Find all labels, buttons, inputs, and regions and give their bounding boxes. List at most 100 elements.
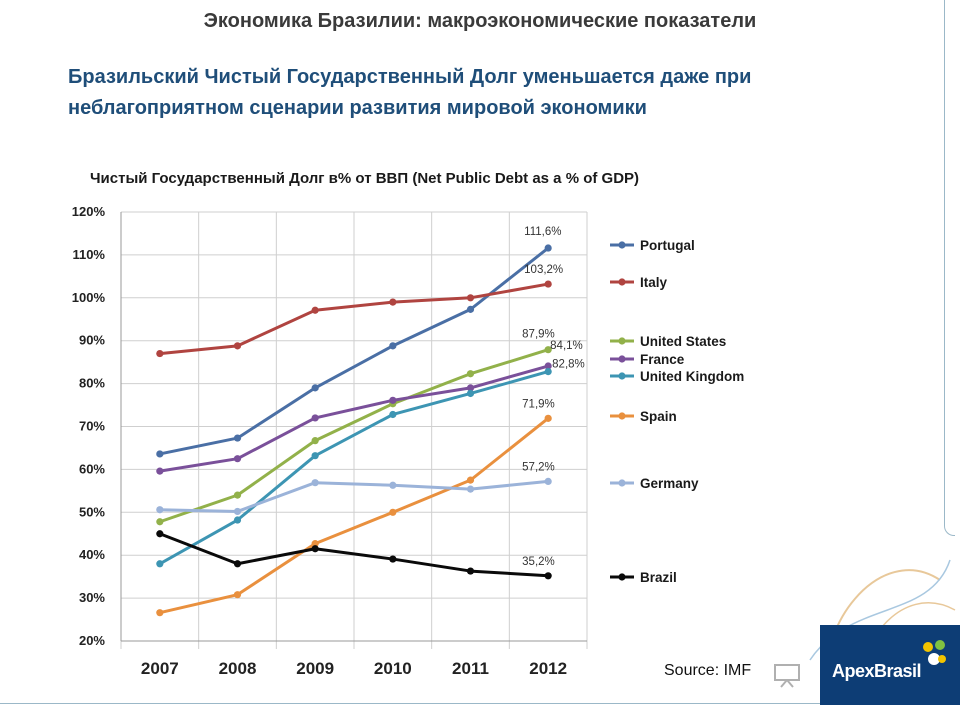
legend-marker	[618, 241, 626, 249]
data-point	[156, 609, 164, 617]
data-point	[311, 384, 319, 392]
axis-layer: 20% 30% 40% 50% 60% 70% 80% 90% 100% 110% 120% 2007…	[72, 204, 587, 678]
data-point	[466, 294, 475, 302]
y-tick-label: 50%	[79, 504, 105, 519]
data-label: 103,2%	[524, 264, 563, 276]
y-tick-label: 60%	[79, 461, 105, 476]
data-point	[389, 481, 397, 489]
data-point	[311, 540, 319, 548]
legend-marker	[618, 372, 626, 380]
chart-title: Чистый Государственный Долг в% от ВВП (N…	[90, 170, 640, 187]
data-label: 71,9%	[522, 398, 555, 410]
y-tick-label: 90%	[79, 333, 105, 348]
data-point	[156, 530, 164, 538]
series-line	[159, 532, 549, 578]
legend-label: Brazil	[640, 570, 677, 585]
data-point	[233, 342, 242, 350]
data-point	[544, 244, 552, 252]
data-point	[311, 414, 319, 422]
data-point	[156, 450, 164, 458]
x-tick-label: 2011	[452, 659, 489, 678]
x-tick-label: 2007	[141, 659, 179, 678]
data-point	[389, 508, 397, 516]
slide-frame-bottom	[0, 703, 820, 704]
legend-marker	[618, 337, 626, 345]
y-tick-label: 120%	[72, 204, 106, 219]
label-layer: 111,6% 103,2% 87,9%84,1% 82,8% 71,9% 57,2% 35,…	[522, 226, 585, 568]
slide-title: Экономика Бразилии: макроэкономические п…	[203, 10, 757, 32]
series-line	[159, 246, 550, 456]
data-point	[156, 518, 164, 526]
data-point	[389, 298, 397, 306]
data-label: 111,6%	[524, 226, 561, 238]
data-point	[156, 349, 164, 358]
data-point	[389, 342, 397, 350]
series-line	[159, 370, 549, 566]
data-point	[156, 560, 164, 568]
data-label: 57,2%	[522, 461, 555, 473]
data-point	[466, 305, 475, 313]
legend-label: United States	[640, 334, 726, 349]
series-line	[159, 479, 549, 513]
series-layer	[156, 244, 552, 617]
y-tick-label: 40%	[79, 547, 105, 562]
data-label: 82,8%	[552, 359, 585, 371]
data-point	[233, 434, 242, 442]
data-point	[233, 516, 242, 524]
legend-label: Germany	[640, 476, 699, 491]
slide-subtitle: Бразильский Чистый Государственный Долг …	[68, 62, 868, 124]
x-tick-label: 2010	[374, 659, 412, 678]
x-tick-label: 2012	[529, 659, 567, 678]
legend-marker	[618, 278, 626, 286]
series-line	[159, 348, 549, 524]
series-line	[159, 417, 550, 615]
legend-label: United Kingdom	[640, 369, 744, 384]
data-point	[466, 567, 475, 575]
data-point	[311, 479, 319, 487]
data-point	[544, 362, 552, 370]
data-point	[233, 591, 242, 599]
legend-marker	[618, 412, 626, 420]
legend-label: Portugal	[640, 238, 695, 253]
data-point	[466, 389, 475, 398]
data-point	[311, 452, 319, 460]
legend-label: France	[640, 352, 685, 367]
data-point	[544, 280, 552, 288]
data-point	[466, 476, 475, 484]
data-point	[156, 506, 164, 514]
data-point	[233, 491, 242, 499]
logo-text: ApexBrasil	[832, 661, 922, 681]
legend-layer: Portugal Italy United States France United K…	[610, 238, 744, 585]
data-point	[156, 467, 164, 475]
y-tick-label: 20%	[79, 633, 105, 648]
data-point	[544, 414, 552, 422]
presentation-icon	[774, 664, 800, 688]
data-point	[544, 346, 552, 354]
data-label: 84,1%	[550, 340, 583, 352]
y-tick-label: 110%	[72, 247, 105, 262]
legend-marker	[618, 479, 626, 487]
data-point	[311, 306, 319, 314]
x-tick-label: 2008	[219, 659, 257, 678]
y-tick-label: 100%	[72, 290, 106, 305]
data-point	[389, 410, 397, 419]
data-label: 35,2%	[522, 556, 555, 568]
data-point	[544, 477, 552, 486]
series-line	[159, 364, 549, 473]
data-point	[389, 555, 397, 563]
x-tick-label: 2009	[296, 659, 334, 678]
data-point	[389, 396, 397, 404]
data-point	[544, 367, 552, 376]
legend-label: Italy	[640, 275, 668, 290]
legend-marker	[618, 355, 626, 363]
logo-mark-icon	[923, 640, 946, 665]
data-point	[311, 437, 319, 445]
legend-marker	[618, 573, 626, 581]
data-label: 87,9%	[522, 329, 555, 341]
y-tick-label: 30%	[79, 590, 105, 605]
series-line	[159, 282, 549, 356]
y-tick-label: 80%	[79, 376, 105, 391]
legend-label: Spain	[640, 409, 677, 424]
data-point	[233, 455, 242, 463]
